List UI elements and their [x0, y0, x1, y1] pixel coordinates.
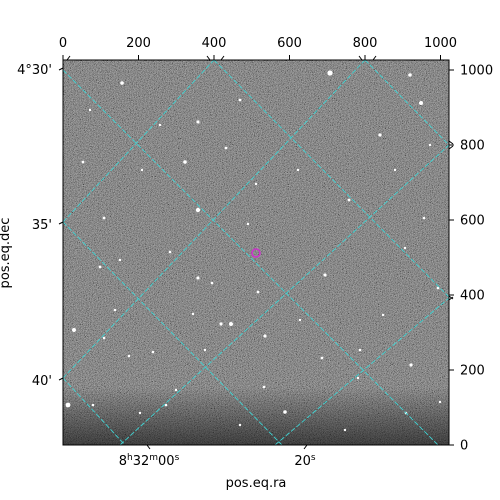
- star: [254, 182, 258, 186]
- top-tick-600: 600: [277, 36, 302, 51]
- right-tick-1000: 1000: [460, 64, 493, 79]
- star: [393, 168, 397, 172]
- star: [127, 354, 131, 358]
- star: [436, 286, 440, 290]
- star: [422, 216, 426, 220]
- x-axis-title: pos.eq.ra: [226, 476, 287, 491]
- ra-axis: 8h32m00s 20s: [119, 444, 316, 469]
- right-pixel-axis: 0 200 400 600 800 1000: [448, 64, 493, 454]
- star: [296, 168, 300, 172]
- grid-line: [364, 60, 449, 146]
- top-tick-400: 400: [202, 36, 227, 51]
- dec-axis: 4°30' 35' 40': [17, 63, 64, 389]
- top-tick-200: 200: [126, 36, 151, 51]
- star: [358, 348, 362, 352]
- grid-line: [63, 221, 283, 445]
- star: [343, 428, 347, 432]
- star: [238, 98, 242, 102]
- star: [210, 281, 214, 285]
- grid-line: [274, 297, 449, 445]
- right-tick-0: 0: [460, 439, 468, 454]
- star: [118, 258, 122, 262]
- star: [174, 388, 178, 392]
- star: [140, 168, 144, 172]
- star: [298, 318, 302, 322]
- star: [408, 73, 412, 77]
- star: [438, 400, 442, 404]
- top-tick-1000: 1000: [424, 36, 457, 51]
- star: [158, 123, 162, 127]
- ra-tick-20s: 20s: [294, 453, 316, 469]
- star: [428, 143, 432, 147]
- star: [320, 356, 324, 360]
- grid-line: [63, 60, 366, 379]
- star: [196, 120, 200, 124]
- star: [81, 160, 85, 164]
- star: [419, 101, 423, 105]
- top-tick-0: 0: [59, 36, 67, 51]
- star: [98, 265, 102, 269]
- right-tick-800: 800: [460, 139, 485, 154]
- star: [283, 410, 287, 414]
- grid-line: [63, 69, 439, 445]
- right-tick-400: 400: [460, 289, 485, 304]
- top-tick-800: 800: [353, 36, 378, 51]
- star: [102, 216, 106, 220]
- coordinate-grid: [63, 60, 449, 445]
- dec-tick-4-30: 4°30': [17, 63, 52, 78]
- star: [138, 411, 142, 415]
- star: [381, 313, 385, 317]
- star: [195, 207, 201, 213]
- target-marker: [251, 248, 261, 258]
- grid-line: [63, 60, 215, 223]
- dec-tick-35: 35': [32, 218, 52, 233]
- grid-line: [119, 144, 449, 445]
- dec-tick-40: 40': [32, 374, 52, 389]
- star: [224, 146, 228, 150]
- sky-image: [63, 60, 449, 445]
- star: [378, 133, 382, 137]
- star: [327, 70, 333, 76]
- star: [120, 81, 124, 85]
- top-pixel-axis: 0 200 400 600 800 1000: [59, 36, 457, 61]
- star: [102, 336, 106, 340]
- ra-tick-8h32m00s: 8h32m00s: [119, 453, 180, 469]
- star: [113, 308, 117, 312]
- star: [168, 250, 172, 254]
- star: [356, 376, 360, 380]
- star: [238, 423, 242, 427]
- star: [88, 108, 92, 112]
- star: [203, 348, 207, 352]
- star: [347, 198, 351, 202]
- stars: [65, 70, 442, 432]
- star: [256, 290, 260, 294]
- star: [409, 363, 413, 367]
- right-tick-600: 600: [460, 214, 485, 229]
- star: [191, 312, 195, 316]
- star: [323, 273, 327, 277]
- right-tick-200: 200: [460, 364, 485, 379]
- star: [91, 403, 95, 407]
- star: [263, 334, 267, 338]
- star: [246, 222, 250, 226]
- star: [65, 402, 71, 408]
- grid-line: [63, 377, 126, 445]
- star: [403, 246, 407, 250]
- star: [262, 385, 266, 389]
- y-axis-title: pos.eq.dec: [0, 218, 13, 289]
- star: [151, 350, 155, 354]
- star: [183, 160, 187, 164]
- star: [72, 328, 76, 332]
- star: [196, 276, 200, 280]
- star: [164, 403, 168, 407]
- star: [219, 322, 223, 326]
- plot-frame: [62, 59, 450, 446]
- star: [229, 322, 233, 326]
